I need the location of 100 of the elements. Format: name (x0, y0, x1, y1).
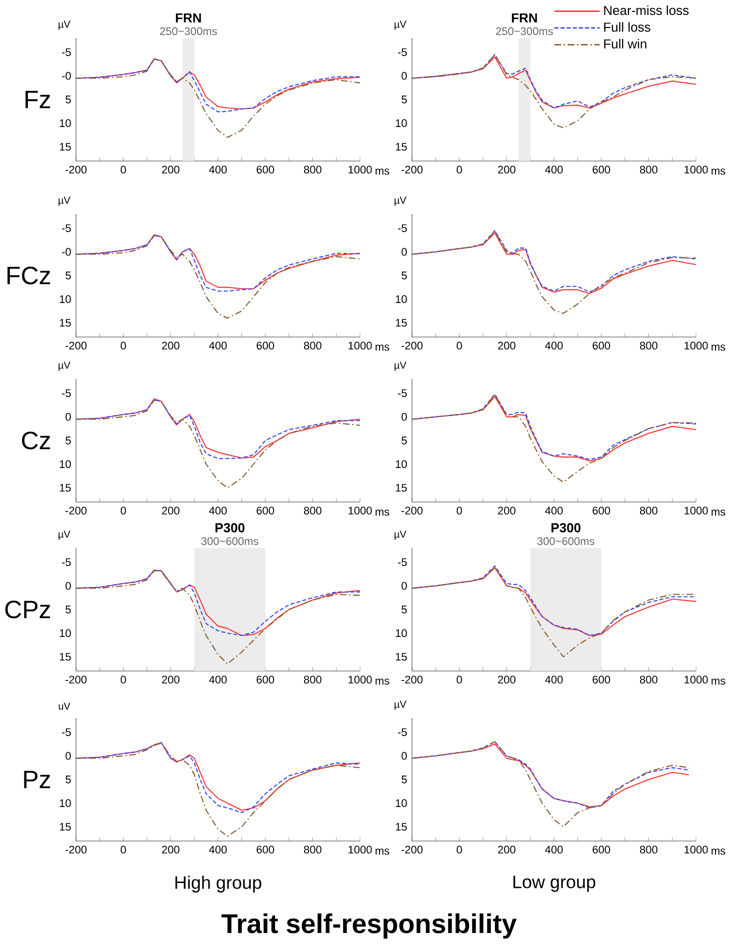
y-tick-label: 15 (396, 652, 407, 661)
line-series (75, 570, 361, 664)
x-tick-label: 400 (545, 846, 563, 854)
x-tick-label: 400 (209, 846, 227, 854)
y-tick-label: -0 (62, 248, 71, 256)
y-tick-label: -5 (62, 728, 71, 736)
x-tick-label: 800 (640, 506, 658, 515)
y-tick-label: 10 (396, 295, 407, 304)
y-tick-label: 15 (396, 822, 407, 831)
x-tick-label: 0 (456, 846, 462, 854)
text: Pz (24, 770, 50, 788)
chart-subtitle: 300~600ms (537, 537, 594, 546)
x-tick-label: 1000 (684, 166, 708, 174)
y-tick-label: 5 (402, 776, 407, 784)
x-axis-title: ms (376, 168, 390, 175)
y-axis-title: µV (394, 700, 406, 710)
y-tick-label: 5 (66, 272, 71, 280)
y-tick-label: -5 (398, 389, 407, 398)
x-tick-label: 600 (592, 676, 610, 684)
line-series (411, 741, 690, 828)
y-tick-label: 10 (60, 460, 71, 468)
x-tick-label: 1000 (684, 846, 708, 854)
x-tick-label: 0 (120, 676, 126, 684)
x-tick-label: 800 (640, 342, 658, 350)
x-tick-label: 200 (162, 846, 180, 854)
y-axis-title: µV (394, 20, 406, 30)
x-tick-label: 1000 (684, 506, 708, 515)
x-tick-label: 600 (256, 166, 274, 174)
y-tick-label: 10 (396, 119, 407, 128)
y-tick-label: 5 (402, 436, 407, 444)
x-tick-label: 0 (120, 846, 126, 854)
line-series (75, 742, 361, 837)
x-tick-label: 800 (304, 166, 322, 174)
x-tick-label: -200 (401, 166, 423, 174)
y-tick-label: -5 (62, 558, 71, 566)
y-tick-label: 5 (402, 96, 407, 104)
y-axis-title: µV (58, 20, 70, 30)
x-tick-label: 400 (545, 506, 563, 515)
x-tick-label: 200 (498, 342, 516, 350)
y-tick-label: -5 (398, 48, 407, 56)
y-tick-label: 0 (402, 72, 407, 80)
x-tick-label: 1000 (684, 676, 708, 684)
line-series (411, 566, 697, 658)
y-tick-label: 0 (402, 582, 407, 590)
y-tick-label: 15 (60, 484, 71, 492)
y-tick-label: 5 (402, 272, 407, 280)
x-axis-title: ms (376, 510, 390, 516)
y-tick-label: 10 (60, 295, 71, 304)
y-tick-label: 10 (396, 799, 407, 808)
x-tick-label: 200 (498, 846, 516, 854)
y-tick-label: -0 (62, 72, 71, 80)
legend-label: Full win (604, 38, 646, 49)
x-tick-label: -200 (65, 676, 87, 684)
x-tick-label: 400 (545, 342, 563, 350)
x-tick-label: 400 (545, 166, 563, 174)
y-tick-label: 5 (402, 606, 407, 614)
x-tick-label: 0 (120, 166, 126, 174)
text: Fz (26, 90, 50, 108)
text: High group (175, 876, 262, 892)
y-tick-label: -5 (398, 728, 407, 736)
text: Cz (22, 432, 50, 450)
x-tick-label: 600 (256, 676, 274, 684)
band-label: P300 (216, 523, 244, 532)
x-tick-label: 0 (456, 676, 462, 684)
line-series (411, 394, 697, 483)
x-tick-label: 800 (640, 166, 658, 174)
x-tick-label: 600 (256, 342, 274, 350)
x-tick-label: 400 (209, 342, 227, 350)
x-tick-label: 800 (304, 846, 322, 854)
y-tick-label: -5 (62, 389, 71, 398)
x-tick-label: 800 (304, 342, 322, 350)
x-axis-title: ms (712, 344, 726, 351)
x-tick-label: 0 (120, 342, 126, 350)
y-axis-title: µV (58, 362, 70, 371)
y-tick-label: 15 (396, 142, 407, 151)
x-tick-label: 1000 (684, 342, 708, 350)
chart-subtitle: 300~600ms (201, 537, 258, 546)
x-tick-label: 0 (120, 506, 126, 515)
x-tick-label: 1000 (348, 506, 372, 515)
line-series (75, 58, 361, 138)
y-axis-title: µV (394, 362, 406, 371)
x-tick-label: -200 (401, 676, 423, 684)
y-tick-label: 15 (60, 822, 71, 831)
x-tick-label: 400 (209, 166, 227, 174)
x-tick-label: 400 (209, 676, 227, 684)
x-tick-label: 200 (162, 342, 180, 350)
y-tick-label: -5 (398, 558, 407, 566)
x-tick-label: 400 (545, 676, 563, 684)
x-tick-label: 800 (304, 506, 322, 515)
y-tick-label: 15 (60, 318, 71, 327)
line-series (411, 230, 697, 314)
x-axis-title: ms (712, 678, 726, 685)
y-tick-label: 15 (60, 652, 71, 661)
y-axis-title: µV (58, 530, 70, 540)
x-axis-title: ms (712, 168, 726, 175)
x-axis-title: ms (376, 344, 390, 351)
y-tick-label: 10 (60, 799, 71, 808)
y-axis-title: uV (58, 702, 70, 710)
y-tick-label: -5 (62, 224, 71, 232)
x-tick-label: -200 (401, 506, 423, 515)
